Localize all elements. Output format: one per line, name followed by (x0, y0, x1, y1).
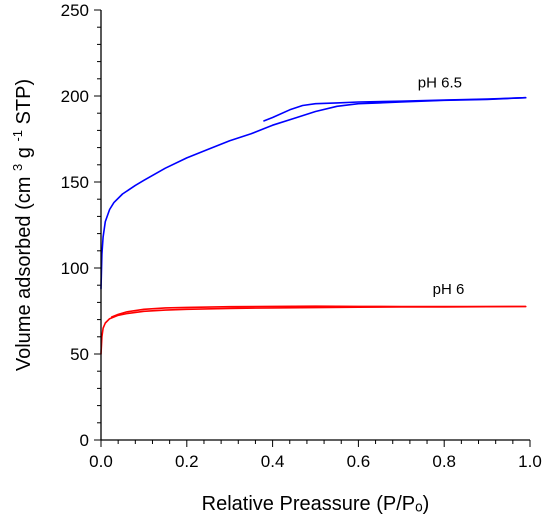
series-label: pH 6.5 (418, 74, 462, 91)
y-tick-label: 250 (61, 1, 89, 20)
y-axis-title-part2: g (13, 147, 35, 158)
x-axis-title: Relative Preassure (P/Pₒ) (202, 493, 430, 515)
y-tick-label: 200 (61, 87, 89, 106)
series-lines (100, 96, 527, 355)
y-tick-label: 50 (70, 345, 89, 364)
y-axis-title-sup2: -1 (10, 130, 25, 142)
y-axis-title: Volume adsorbed (cm 3 g -1 STP) (5, 79, 35, 371)
series-line-pH-65-adsorption (100, 96, 527, 290)
y-axis-title-sup1: 3 (10, 164, 25, 171)
y-tick-label: 150 (61, 173, 89, 192)
y-tick-label: 100 (61, 259, 89, 278)
x-tick-label: 1.0 (518, 452, 542, 471)
x-tick-label: 0.2 (175, 452, 199, 471)
series-line-pH-65-desorption (263, 96, 527, 122)
x-tick-label: 0.8 (432, 452, 456, 471)
series-labels: pH 6.5 pH 6 (418, 74, 465, 297)
x-axis-ticks: 0.0 0.2 0.4 0.6 0.8 1.0 (89, 440, 542, 471)
x-tick-label: 0.0 (89, 452, 113, 471)
series-label: pH 6 (433, 281, 465, 298)
y-axis-title-part3: STP) (13, 79, 35, 125)
y-axis-ticks: 0 50 100 150 200 250 (61, 1, 101, 450)
series-line-pH-6-adsorption (100, 305, 527, 355)
x-tick-label: 0.6 (347, 452, 371, 471)
y-axis-title-part1: Volume adsorbed (cm (13, 177, 35, 372)
y-tick-label: 0 (80, 431, 89, 450)
x-tick-label: 0.4 (261, 452, 285, 471)
series-line-pH-6-desorption (110, 305, 527, 318)
